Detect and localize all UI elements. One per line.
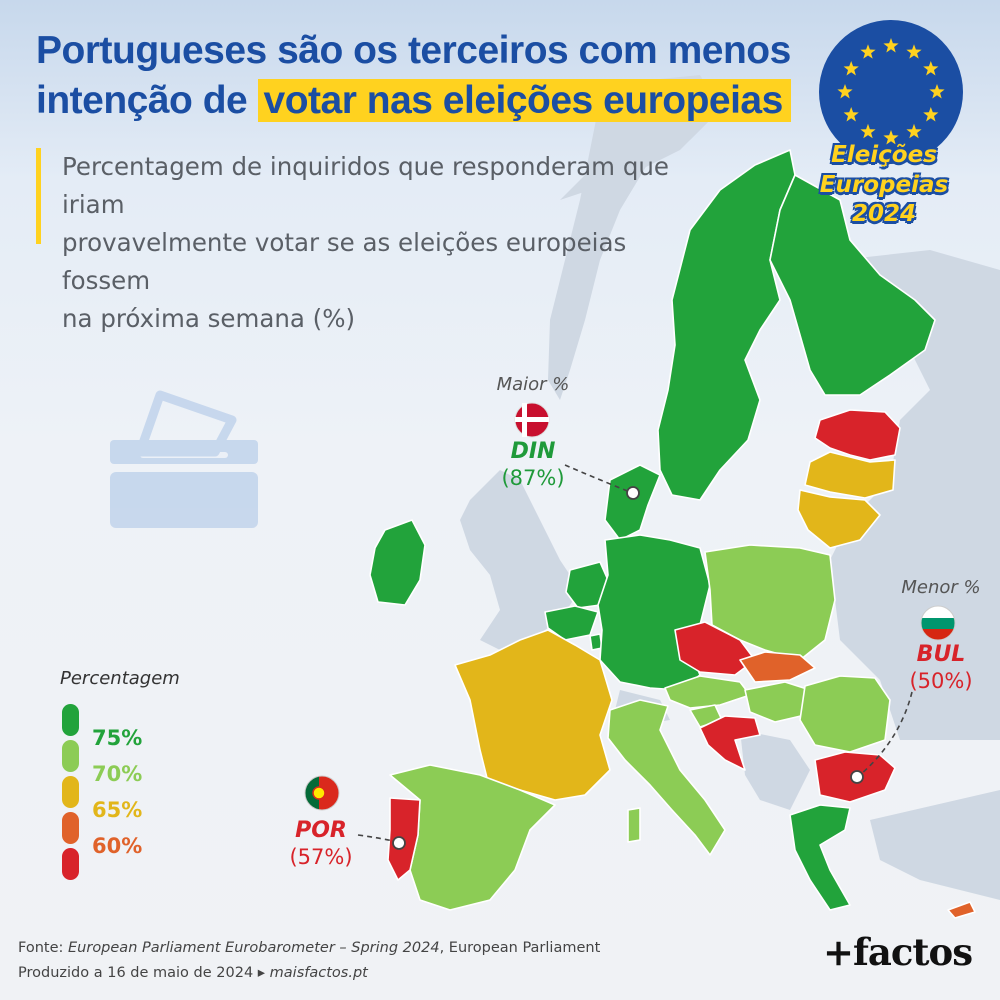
brand-logo: +factos (823, 930, 973, 974)
legend-label: 75% (92, 726, 143, 750)
country-romania (799, 675, 891, 753)
eu-star-icon (923, 107, 939, 122)
legend-label: 60% (92, 834, 143, 858)
eu-star-icon (906, 44, 922, 59)
legend-swatch (62, 704, 79, 736)
callout-max-code: DIN (510, 439, 556, 464)
eu-star-icon (843, 61, 859, 76)
country-latvia (804, 451, 896, 499)
eu-star-icon (860, 44, 876, 59)
country-greece (789, 804, 851, 911)
country-italy (607, 699, 726, 856)
callout-por-pct: (57%) (289, 845, 353, 869)
country-france (454, 629, 613, 801)
legend-swatch (62, 812, 79, 844)
bul-leader (859, 691, 913, 776)
callout-max-pct: (87%) (501, 466, 565, 490)
portugal-flag-icon (304, 775, 340, 811)
country-slovakia (739, 651, 816, 683)
leader-dots (392, 486, 864, 850)
subtitle-line-3: na próxima semana (%) (62, 304, 356, 333)
callout-por-code: POR (295, 818, 347, 843)
legend-swatch (62, 776, 79, 808)
eu-star-icon (929, 84, 945, 99)
country-estonia (814, 409, 901, 461)
country-lithuania (797, 489, 881, 549)
country-finland (769, 174, 936, 396)
callout-max-kicker: Maior % (496, 374, 570, 395)
eu-star-icon (837, 84, 853, 99)
badge-line-1: Eleições Europeias (819, 142, 949, 198)
title-line-2: intenção de (36, 79, 258, 122)
callout-max: Maior % DIN (87%) (468, 374, 598, 491)
subtitle: Percentagem de inquiridos que respondera… (62, 148, 702, 338)
eu-badge-caption: Eleições Europeias 2024 (770, 140, 998, 228)
legend-label: 65% (92, 798, 143, 822)
denmark-flag-icon (514, 402, 550, 438)
badge-line-2: 2024 (851, 201, 916, 227)
callout-por: POR (57%) (262, 818, 380, 870)
title-highlight: votar nas eleições europeias (257, 79, 791, 122)
country-belgium (544, 605, 599, 641)
eu-star-icon (906, 123, 922, 139)
callout-min-kicker: Menor % (901, 577, 981, 598)
eu-star-icon (883, 130, 899, 145)
ballot-box-icon (110, 390, 258, 528)
country-poland (704, 544, 836, 661)
page-title: Portugueses são os terceiros com menos i… (36, 26, 791, 126)
country-sweden (657, 149, 796, 501)
source-link[interactable]: maisfactos.pt (269, 965, 368, 981)
country-denmark (604, 464, 661, 541)
country-austria (664, 675, 751, 709)
subtitle-line-2: provavelmente votar se as eleições europ… (62, 228, 627, 295)
subtitle-accent-bar (36, 148, 41, 244)
callout-min-code: BUL (916, 642, 966, 667)
title-line-1: Portugueses são os terceiros com menos (36, 29, 791, 72)
eu-star-icon (860, 123, 876, 139)
eu-star-icon (923, 61, 939, 76)
legend-title: Percentagem (60, 668, 180, 689)
din-dot (626, 486, 640, 500)
source-note: Fonte: European Parliament Eurobarometer… (18, 936, 600, 986)
eu-star-icon (843, 107, 859, 122)
bul-dot (850, 770, 864, 784)
por-dot (392, 836, 406, 850)
subtitle-line-1: Percentagem de inquiridos que respondera… (62, 152, 669, 219)
source-italic: European Parliament Eurobarometer – Spri… (68, 940, 440, 956)
country-croatia (699, 715, 761, 771)
source-prefix: Fonte: (18, 940, 68, 956)
source-suffix: , European Parliament (439, 940, 601, 956)
callout-min: Menor % BUL (50%) (876, 577, 1000, 694)
din-leader (564, 464, 631, 493)
legend-label: 70% (92, 762, 143, 786)
country-cyprus (947, 901, 976, 919)
eu-star-icon (883, 38, 899, 53)
country-ireland (369, 519, 426, 606)
bulgaria-flag-icon (920, 605, 956, 641)
non-eu-land (460, 75, 1000, 900)
eu-countries (369, 149, 976, 919)
legend-swatch (62, 848, 79, 880)
country-sardinia (627, 807, 641, 843)
callout-min-pct: (50%) (909, 669, 973, 693)
eu-flag-icon (819, 20, 963, 164)
legend-swatch (62, 740, 79, 772)
source-line-2: Produzido a 16 de maio de 2024 ▸ (18, 965, 270, 981)
